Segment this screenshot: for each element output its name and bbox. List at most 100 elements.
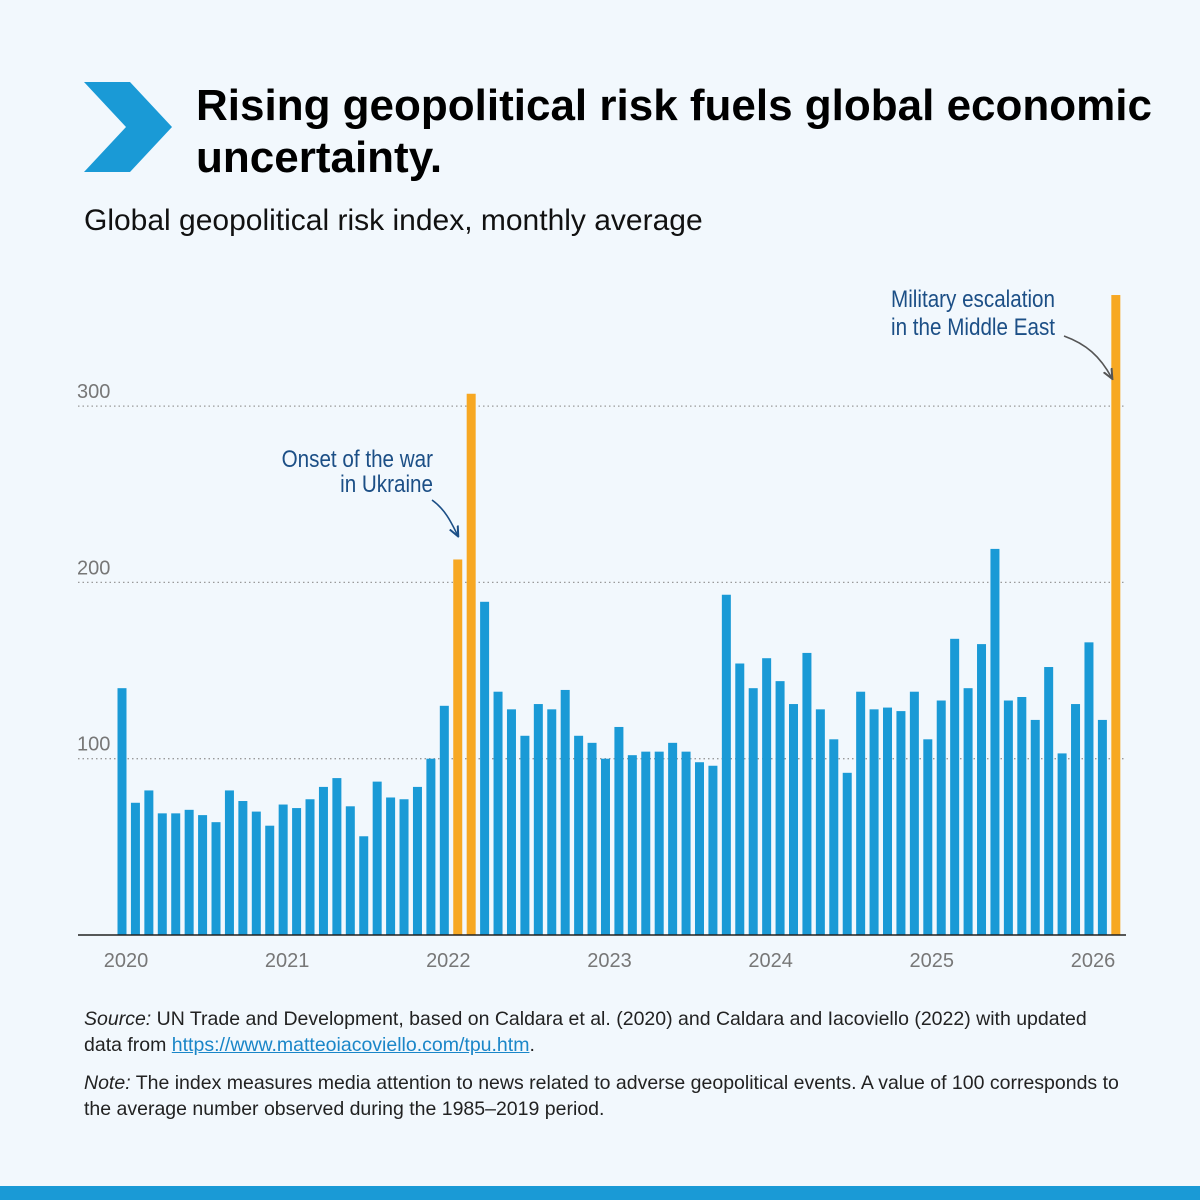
bar [144, 790, 154, 935]
bar [439, 705, 449, 935]
annotation-middle-east-text: Military escalation [891, 286, 1055, 313]
bar [520, 735, 530, 935]
bar [372, 781, 382, 935]
bar [654, 751, 664, 935]
bar [426, 758, 436, 935]
bar [1097, 719, 1107, 935]
x-tick-label: 2021 [265, 950, 310, 972]
bar [600, 758, 610, 935]
x-tick-label: 2023 [587, 950, 632, 972]
bar [506, 709, 516, 935]
bottom-accent-bar [0, 1186, 1200, 1200]
bar [950, 638, 960, 935]
source-text: UN Trade and Development, based on Calda… [84, 1008, 1087, 1056]
bar [775, 681, 785, 935]
bar [211, 822, 221, 935]
bar [547, 709, 557, 935]
bar [1111, 295, 1121, 935]
y-tick-label: 300 [77, 381, 110, 403]
bar [265, 825, 275, 935]
bar [721, 594, 731, 935]
bar [735, 663, 745, 935]
footnote: Note: The index measures media attention… [84, 1070, 1124, 1122]
x-tick-label: 2020 [104, 950, 149, 972]
note-label: Note: [84, 1072, 131, 1094]
bar [130, 802, 140, 935]
bar [171, 813, 181, 935]
y-tick-label: 100 [77, 734, 110, 756]
source-end: . [529, 1034, 535, 1056]
bar [1044, 667, 1054, 935]
bar [815, 709, 825, 935]
bar [869, 709, 879, 935]
bar [668, 742, 678, 935]
source-label: Source: [84, 1008, 152, 1030]
x-tick-label: 2024 [748, 950, 793, 972]
chart-subtitle: Global geopolitical risk index, monthly … [84, 204, 703, 237]
bar [574, 735, 584, 935]
x-tick-label: 2025 [910, 950, 955, 972]
bar [923, 739, 933, 935]
annotation-ukraine-text: Onset of the war [282, 446, 434, 473]
page-title: Rising geopolitical risk fuels global ec… [196, 81, 1152, 182]
bar [856, 691, 866, 935]
bar [1071, 704, 1081, 935]
bar [117, 688, 127, 935]
bar [399, 799, 409, 935]
bar [238, 801, 248, 935]
bar [345, 806, 355, 935]
bar [614, 726, 624, 935]
bar [224, 790, 234, 935]
annotation-middle-east-arrow [1063, 335, 1112, 378]
bar [466, 393, 476, 935]
source-note: Source: UN Trade and Development, based … [84, 1006, 1124, 1058]
bar [990, 548, 1000, 935]
bar [641, 751, 651, 935]
source-link[interactable]: https://www.matteoiacoviello.com/tpu.htm [171, 1034, 530, 1056]
bar [386, 797, 396, 935]
bar [359, 836, 369, 935]
bar [493, 691, 503, 935]
chevron-logo-icon [84, 82, 172, 172]
bar [842, 772, 852, 935]
bar [883, 707, 893, 935]
bar [963, 688, 973, 935]
bar [278, 804, 288, 935]
bar [292, 808, 302, 935]
bar [909, 691, 919, 935]
bar [936, 700, 946, 935]
bar [1057, 753, 1067, 935]
bar [453, 559, 463, 935]
bar [184, 809, 194, 935]
bar [1084, 642, 1094, 935]
bar [1030, 719, 1040, 935]
x-tick-label: 2022 [426, 950, 471, 972]
bar [1003, 700, 1013, 935]
bar [157, 813, 167, 935]
bar [198, 815, 208, 935]
bar-chart: 100 200 300 2020 2021 2022 2023 2024 2025 2026 Ons… [77, 286, 1126, 972]
bar [560, 689, 570, 935]
bar [412, 786, 422, 935]
bar [305, 799, 315, 935]
bar [789, 704, 798, 935]
bar [627, 755, 637, 935]
bar [829, 739, 839, 935]
bar [1017, 696, 1027, 935]
bar [748, 688, 758, 935]
bar [762, 658, 772, 935]
x-tick-label: 2026 [1071, 950, 1116, 972]
bar [681, 751, 691, 935]
annotation-middle-east-text: in the Middle East [891, 314, 1056, 341]
bar [480, 601, 490, 935]
note-text: The index measures media attention to ne… [84, 1072, 1119, 1120]
bar [332, 778, 342, 935]
bar [896, 711, 906, 935]
bar [533, 704, 543, 935]
annotation-ukraine-text: in Ukraine [340, 471, 433, 498]
bar [251, 811, 261, 935]
bar [587, 742, 597, 935]
y-tick-label: 200 [77, 557, 110, 579]
annotation-ukraine-arrow [431, 499, 458, 535]
bar [694, 762, 704, 935]
